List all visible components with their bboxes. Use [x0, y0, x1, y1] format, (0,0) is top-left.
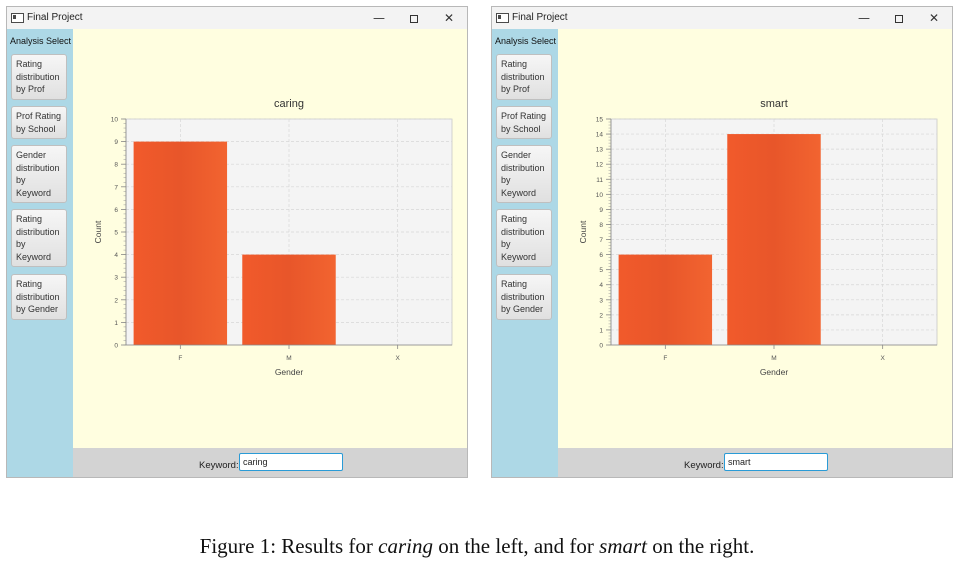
- y-tick-label: 10: [111, 117, 119, 124]
- y-tick-label: 9: [599, 207, 603, 214]
- title-bar[interactable]: Final Project — ✕: [7, 7, 467, 29]
- window-left: Final Project — ✕ Analysis Select Rating…: [6, 6, 468, 478]
- y-axis-label: Count: [578, 220, 588, 243]
- y-tick-label: 7: [114, 184, 118, 191]
- bar-F: [618, 254, 713, 345]
- rating-distribution-by-gender-button[interactable]: Rating distribution by Gender: [496, 274, 552, 320]
- x-axis-label: Gender: [760, 367, 789, 377]
- x-tick-label: M: [771, 355, 776, 362]
- app-icon: [11, 13, 24, 23]
- y-tick-label: 0: [114, 343, 118, 350]
- prof-rating-by-school-button[interactable]: Prof Rating by School: [11, 106, 67, 139]
- y-tick-label: 2: [599, 312, 603, 319]
- keyword-bar: Keyword:: [73, 448, 467, 477]
- y-tick-label: 5: [599, 267, 603, 274]
- sidebar: Analysis Select Rating distribution by P…: [7, 29, 73, 477]
- caption-suffix: on the right.: [647, 534, 755, 558]
- x-tick-label: F: [663, 355, 667, 362]
- gender-distribution-by-keyword-button[interactable]: Gender distribution by Keyword: [496, 145, 552, 203]
- window-title: Final Project: [512, 12, 568, 23]
- y-tick-label: 8: [599, 222, 603, 229]
- chart-title: smart: [760, 98, 788, 110]
- y-tick-label: 1: [599, 327, 603, 334]
- window-right: Final Project — ✕ Analysis Select Rating…: [491, 6, 953, 478]
- y-tick-label: 14: [596, 132, 604, 139]
- keyword-label: Keyword:: [199, 460, 239, 471]
- rating-distribution-by-prof-button[interactable]: Rating distribution by Prof: [496, 54, 552, 100]
- caption-middle: on the left, and for: [432, 534, 600, 558]
- rating-distribution-by-prof-button[interactable]: Rating distribution by Prof: [11, 54, 67, 100]
- x-tick-label: F: [178, 355, 182, 362]
- y-axis-label: Count: [93, 220, 103, 243]
- bar-F: [133, 141, 228, 345]
- y-tick-label: 5: [114, 230, 118, 237]
- rating-distribution-by-keyword-button[interactable]: Rating distribution by Keyword: [496, 209, 552, 267]
- caption-prefix: Figure 1: Results for: [199, 534, 379, 558]
- x-axis-label: Gender: [275, 367, 304, 377]
- keyword-input[interactable]: [239, 453, 343, 471]
- y-tick-label: 9: [114, 139, 118, 146]
- bar-M: [242, 254, 336, 345]
- minimize-icon[interactable]: —: [858, 11, 870, 25]
- chart-title: caring: [274, 98, 304, 110]
- x-tick-label: M: [286, 355, 291, 362]
- figure-caption: Figure 1: Results for caring on the left…: [0, 534, 954, 559]
- x-tick-label: X: [880, 355, 885, 362]
- y-tick-label: 2: [114, 297, 118, 304]
- title-bar[interactable]: Final Project — ✕: [492, 7, 952, 29]
- keyword-input[interactable]: [724, 453, 828, 471]
- gender-distribution-by-keyword-button[interactable]: Gender distribution by Keyword: [11, 145, 67, 203]
- y-tick-label: 1: [114, 320, 118, 327]
- y-tick-label: 6: [114, 207, 118, 214]
- y-tick-label: 7: [599, 237, 603, 244]
- maximize-icon[interactable]: [404, 10, 424, 26]
- sidebar-title: Analysis Select: [495, 36, 557, 46]
- sidebar: Analysis Select Rating distribution by P…: [492, 29, 558, 477]
- y-tick-label: 0: [599, 343, 603, 350]
- maximize-icon[interactable]: [889, 10, 909, 26]
- bar-M: [727, 134, 821, 345]
- rating-distribution-by-keyword-button[interactable]: Rating distribution by Keyword: [11, 209, 67, 267]
- minimize-icon[interactable]: —: [373, 11, 385, 25]
- caption-keyword-1: caring: [378, 534, 433, 558]
- caption-keyword-2: smart: [599, 534, 648, 558]
- y-tick-label: 13: [596, 147, 604, 154]
- y-tick-label: 10: [596, 192, 604, 199]
- x-tick-label: X: [395, 355, 400, 362]
- y-tick-label: 12: [596, 162, 604, 169]
- y-tick-label: 6: [599, 252, 603, 259]
- y-tick-label: 4: [599, 282, 603, 289]
- close-icon[interactable]: ✕: [928, 11, 940, 25]
- keyword-bar: Keyword:: [558, 448, 952, 477]
- sidebar-title: Analysis Select: [10, 36, 72, 46]
- y-tick-label: 3: [114, 275, 118, 282]
- y-tick-label: 11: [596, 177, 603, 184]
- y-tick-label: 8: [114, 162, 118, 169]
- close-icon[interactable]: ✕: [443, 11, 455, 25]
- keyword-label: Keyword:: [684, 460, 724, 471]
- y-tick-label: 15: [596, 117, 604, 124]
- rating-distribution-by-gender-button[interactable]: Rating distribution by Gender: [11, 274, 67, 320]
- prof-rating-by-school-button[interactable]: Prof Rating by School: [496, 106, 552, 139]
- window-title: Final Project: [27, 12, 83, 23]
- y-tick-label: 4: [114, 252, 118, 259]
- y-tick-label: 3: [599, 297, 603, 304]
- app-icon: [496, 13, 509, 23]
